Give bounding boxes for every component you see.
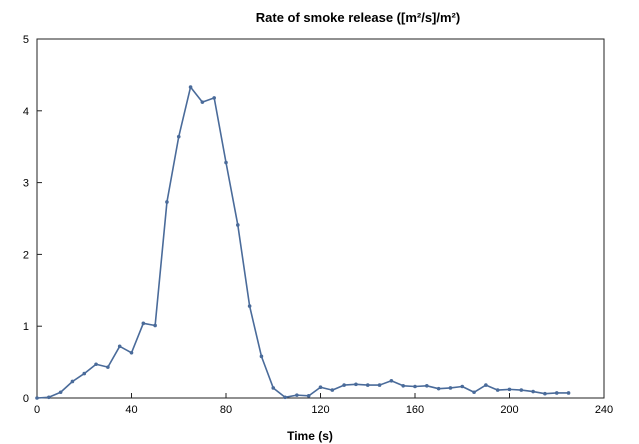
x-tick-label: 120 <box>311 404 329 416</box>
series-layer <box>35 85 571 400</box>
y-tick-label: 4 <box>23 106 29 118</box>
data-point <box>200 100 205 104</box>
data-point <box>271 386 276 390</box>
data-point <box>117 344 122 349</box>
data-point <box>436 386 441 391</box>
y-tick-label: 0 <box>23 393 29 405</box>
data-point <box>106 365 110 369</box>
data-point <box>448 386 453 390</box>
x-axis-title: Time (s) <box>287 429 333 443</box>
data-point <box>35 396 39 400</box>
data-point <box>129 350 134 355</box>
chart-title: Rate of smoke release ([m²/s]/m²) <box>256 10 460 25</box>
data-point <box>236 223 240 227</box>
data-point <box>330 388 335 392</box>
y-tick-label: 5 <box>23 34 29 46</box>
y-tick-label: 3 <box>23 178 29 190</box>
data-point <box>365 383 370 387</box>
data-point <box>176 134 181 139</box>
x-tick-label: 200 <box>500 404 518 416</box>
data-point <box>413 384 417 389</box>
data-point <box>495 388 500 392</box>
data-point <box>342 383 346 387</box>
x-axis-ticks: 0 40 80 120 160 200 240 <box>34 393 613 416</box>
data-point <box>507 387 512 392</box>
data-point <box>58 390 63 395</box>
data-point <box>554 391 559 395</box>
data-point <box>460 384 465 389</box>
data-point <box>70 379 75 384</box>
x-tick-label: 0 <box>34 404 40 416</box>
x-tick-label: 80 <box>220 404 232 416</box>
data-point <box>377 383 382 387</box>
data-point <box>318 385 323 390</box>
plot-frame <box>36 38 605 399</box>
data-point <box>165 200 169 204</box>
data-point <box>94 362 98 367</box>
data-point <box>141 321 146 326</box>
data-point <box>354 382 358 387</box>
data-point <box>259 354 264 359</box>
x-tick-label: 240 <box>595 404 613 416</box>
x-tick-label: 40 <box>125 404 137 416</box>
data-point <box>82 371 87 376</box>
data-point <box>543 391 547 396</box>
y-tick-label: 2 <box>23 249 29 261</box>
data-point <box>188 85 193 89</box>
data-point <box>295 393 299 397</box>
data-point <box>531 389 535 394</box>
data-point <box>566 391 571 395</box>
y-axis-ticks: 0 1 2 3 4 5 <box>23 34 42 405</box>
y-tick-label: 1 <box>23 321 29 333</box>
data-point <box>212 96 216 100</box>
data-point <box>401 383 405 388</box>
data-point <box>224 160 228 165</box>
data-point <box>425 383 429 388</box>
data-point <box>472 390 476 395</box>
data-point <box>389 378 394 383</box>
data-point <box>283 395 287 400</box>
series-line <box>36 86 569 399</box>
x-tick-label: 160 <box>406 404 424 416</box>
data-point <box>153 323 157 328</box>
data-point <box>306 394 311 398</box>
data-point <box>484 383 488 387</box>
data-point <box>47 395 51 400</box>
data-point <box>247 304 252 308</box>
data-point <box>519 388 524 392</box>
